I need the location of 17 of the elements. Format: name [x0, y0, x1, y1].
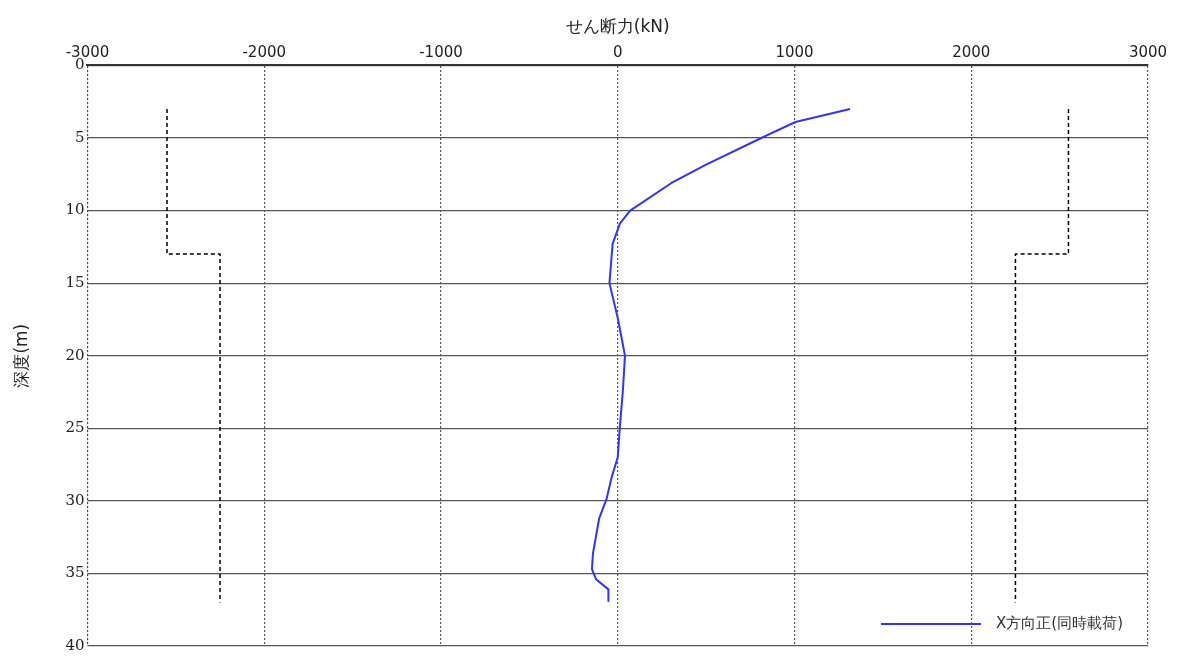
x-tick-label: 1000: [775, 43, 814, 62]
y-tick-label: 40: [65, 635, 85, 654]
x-tick-label: -2000: [242, 43, 287, 62]
y-tick-label: 10: [65, 200, 85, 219]
x-axis-title: せん断力(kN): [565, 15, 670, 36]
y-tick-label: 20: [65, 345, 85, 364]
y-tick-label: 35: [65, 563, 85, 582]
text: X方向正(同時載荷): [996, 613, 1123, 632]
y-tick-label: 5: [74, 127, 85, 146]
x-tick-label: 3000: [1128, 43, 1168, 62]
x-tick-label: -1000: [419, 43, 463, 62]
y-tick-label: 15: [65, 273, 85, 292]
x-tick-label: 2000: [952, 43, 991, 62]
y-axis-title: 深度(m): [10, 323, 31, 388]
y-tick-label: 25: [65, 418, 85, 437]
x-tick-label: 0: [612, 43, 623, 62]
y-tick-label: 30: [65, 490, 85, 509]
